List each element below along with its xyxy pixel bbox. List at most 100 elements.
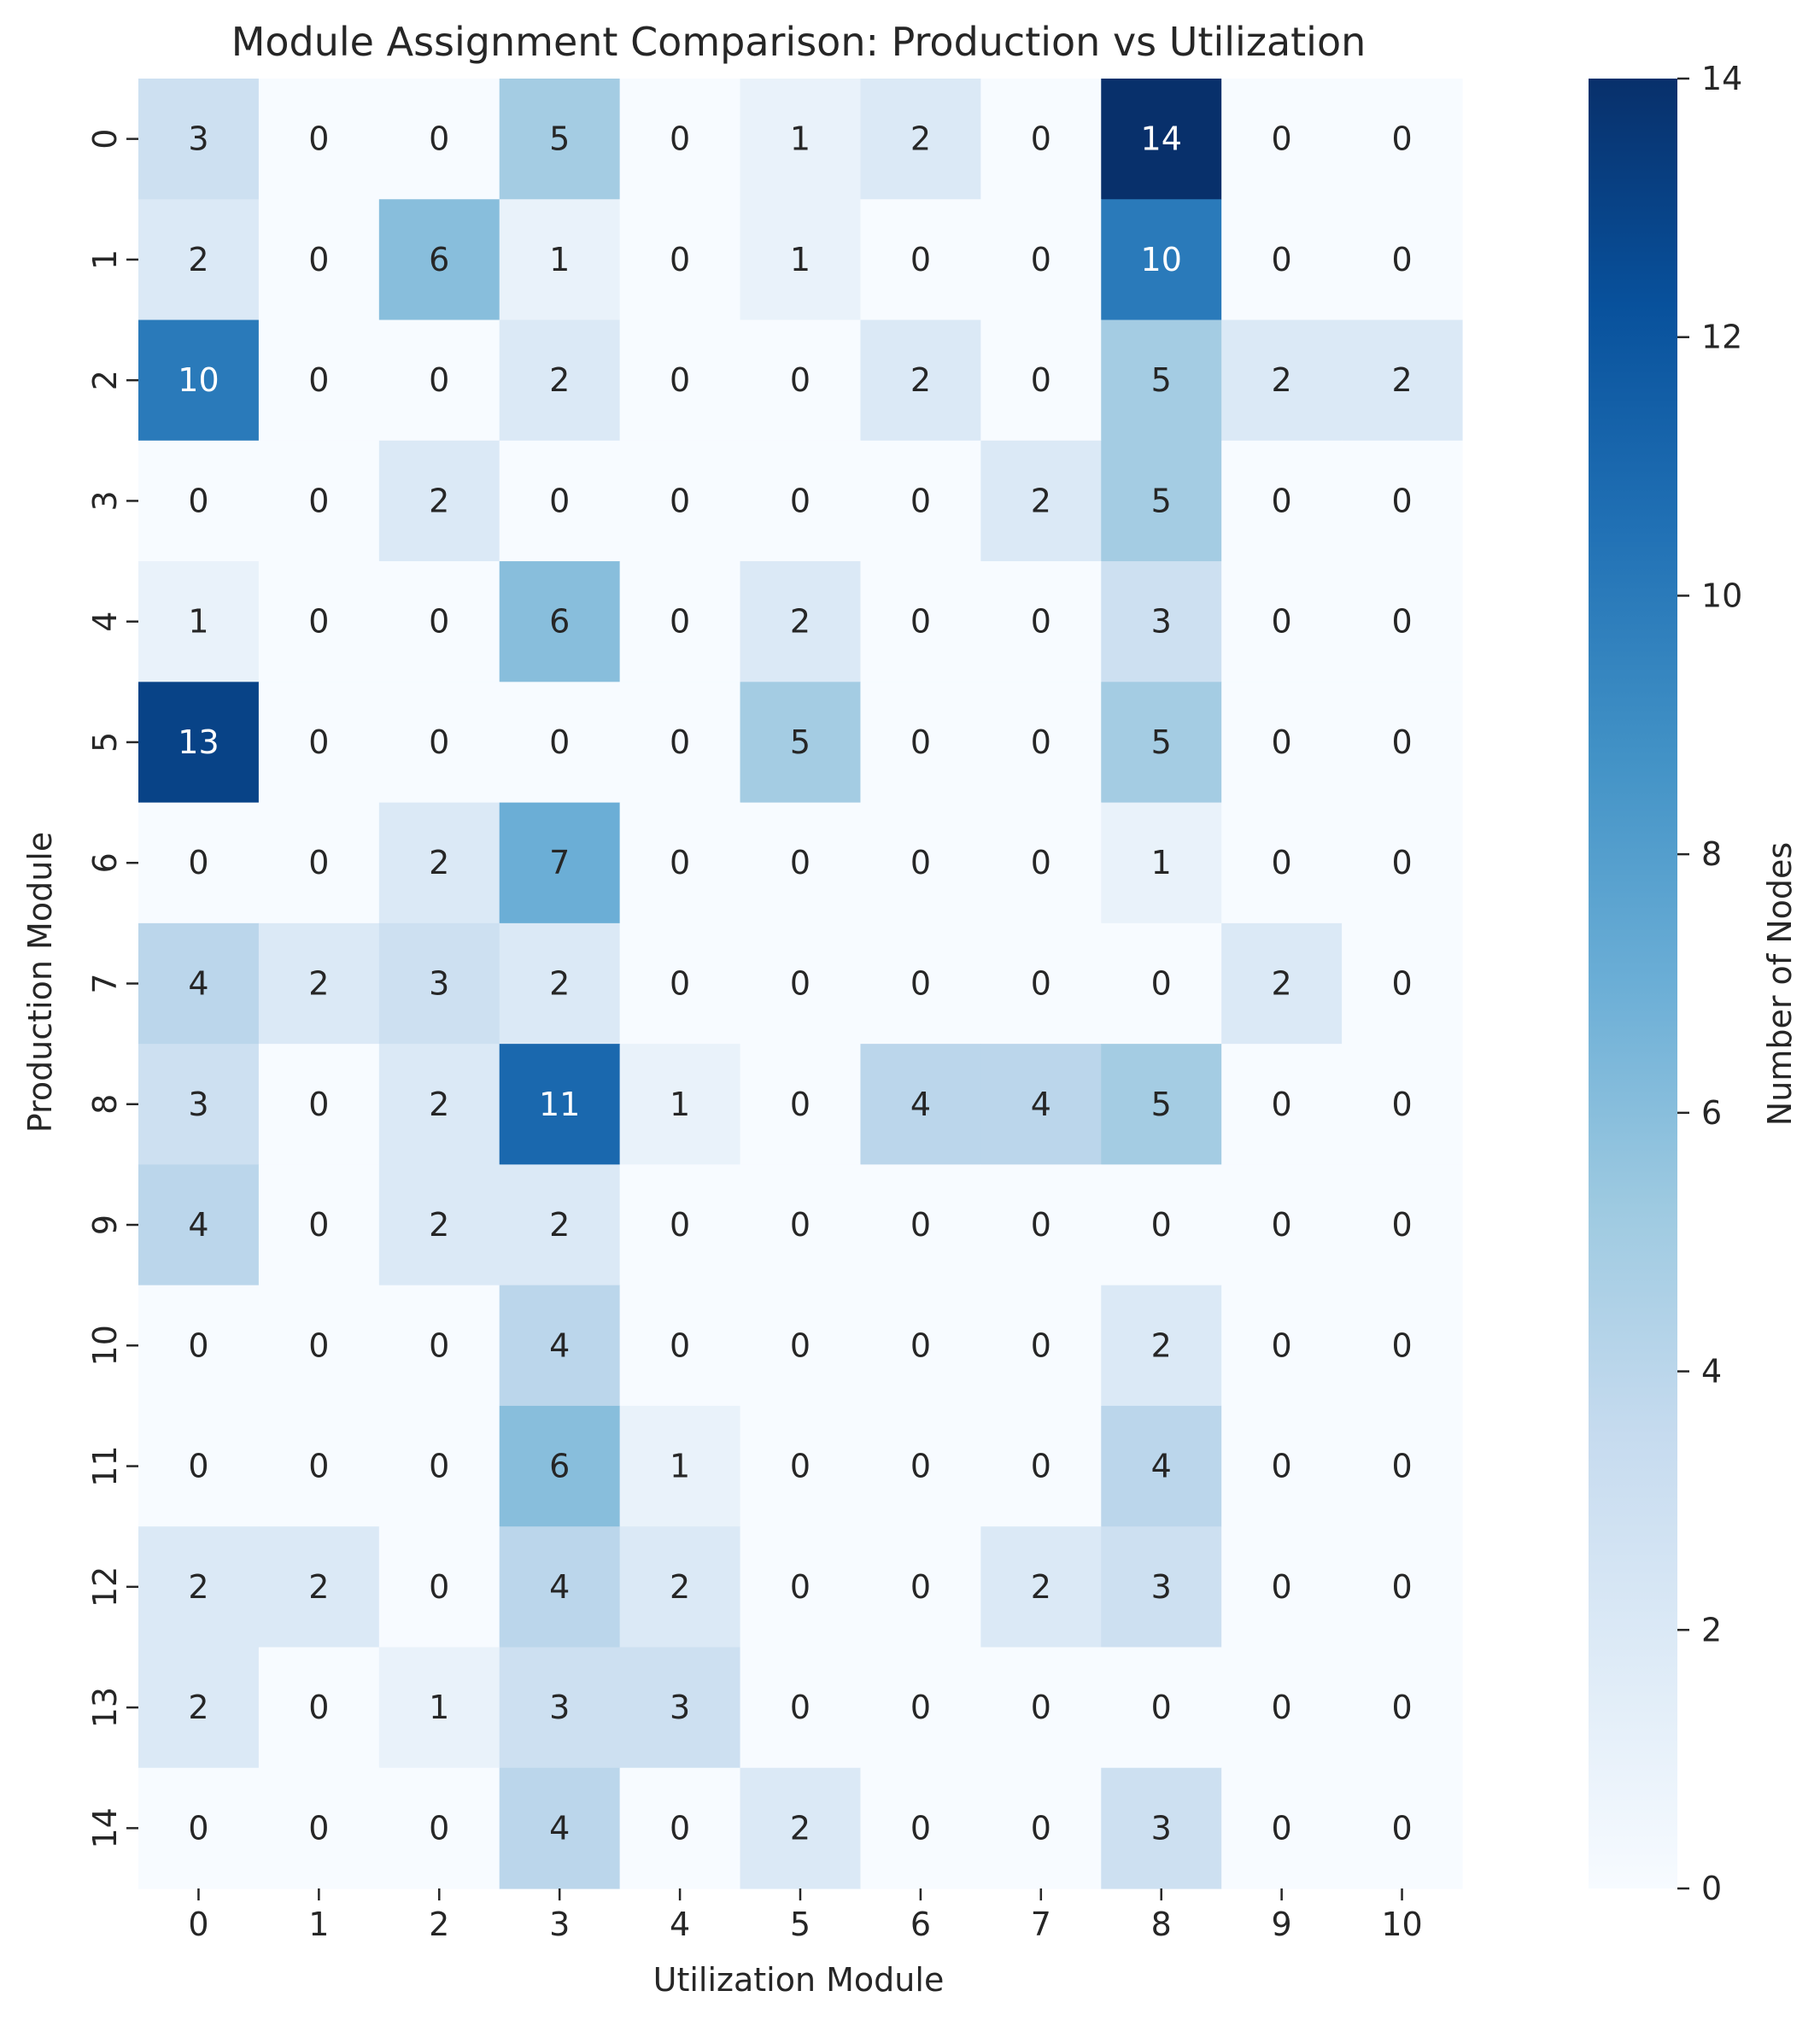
heatmap-cell xyxy=(619,1405,741,1527)
heatmap-cell xyxy=(258,1767,380,1889)
y-axis-label: Production Module xyxy=(21,832,59,1133)
cell-value-label: 0 xyxy=(790,1448,811,1485)
cell-value-label: 3 xyxy=(1151,603,1172,641)
cell-value-label: 2 xyxy=(670,1568,690,1606)
heatmap-cell xyxy=(1101,561,1222,682)
y-tick-label: 0 xyxy=(86,129,124,149)
heatmap-cell xyxy=(499,682,621,804)
heatmap-cell xyxy=(1101,79,1222,200)
colorbar-tick-label: 8 xyxy=(1701,835,1722,873)
heatmap-cell xyxy=(1342,1405,1463,1527)
cell-value-label: 2 xyxy=(429,1086,449,1123)
heatmap-cell xyxy=(619,319,741,442)
heatmap-cell xyxy=(378,1526,500,1648)
colorbar: 0 2 4 6 8 10 12 14 Number of Nodes xyxy=(1589,60,1799,1907)
cell-value-label: 4 xyxy=(549,1568,570,1606)
heatmap-cell xyxy=(619,802,741,924)
cell-value-label: 2 xyxy=(790,1809,811,1847)
heatmap-cell xyxy=(860,1044,981,1165)
heatmap-cell xyxy=(138,922,260,1045)
heatmap-cell xyxy=(860,802,981,924)
heatmap-cell xyxy=(138,802,260,924)
cell-value-label: 0 xyxy=(549,723,570,761)
heatmap-cell xyxy=(499,199,621,321)
heatmap-cells xyxy=(138,79,1463,1889)
y-tick-label: 7 xyxy=(86,973,124,993)
heatmap-cell xyxy=(138,1767,260,1889)
heatmap-cell xyxy=(619,1285,741,1407)
cell-value-label: 1 xyxy=(790,241,811,278)
cell-value-label: 0 xyxy=(1391,1568,1412,1606)
cell-value-label: 0 xyxy=(670,120,690,158)
cell-value-label: 5 xyxy=(1151,1086,1172,1123)
y-tick-label: 6 xyxy=(86,852,124,873)
cell-value-label: 4 xyxy=(188,965,208,1003)
x-tick-label: 2 xyxy=(429,1906,449,1943)
heatmap-cell xyxy=(258,922,380,1045)
colorbar-gradient xyxy=(1589,79,1677,1888)
heatmap-cell xyxy=(980,682,1102,804)
heatmap-cell xyxy=(860,199,981,321)
x-tick-label: 3 xyxy=(549,1906,570,1943)
cell-value-label: 0 xyxy=(1031,965,1051,1003)
heatmap-cell xyxy=(378,440,500,562)
cell-value-label: 0 xyxy=(1151,1689,1172,1726)
cell-value-label: 2 xyxy=(1151,1326,1172,1364)
cell-value-label: 1 xyxy=(1151,844,1172,881)
heatmap-cell xyxy=(1342,79,1463,200)
cell-value-label: 2 xyxy=(429,1206,449,1244)
cell-value-label: 0 xyxy=(308,241,329,278)
cell-value-label: 0 xyxy=(1031,723,1051,761)
x-tick-label: 10 xyxy=(1381,1906,1422,1943)
cell-value-label: 0 xyxy=(1272,1809,1292,1847)
cell-value-label: 4 xyxy=(910,1086,931,1123)
cell-value-label: 0 xyxy=(790,1206,811,1244)
cell-value-label: 5 xyxy=(549,120,570,158)
cell-value-label: 11 xyxy=(539,1086,580,1123)
cell-value-label: 0 xyxy=(670,361,690,399)
heatmap-cell xyxy=(740,79,862,200)
cell-value-label: 0 xyxy=(308,1448,329,1485)
cell-value-label: 2 xyxy=(188,241,208,278)
heatmap-cell xyxy=(1101,199,1222,321)
cell-value-label: 0 xyxy=(790,361,811,399)
cell-value-label: 0 xyxy=(308,1086,329,1123)
y-tick-label: 10 xyxy=(86,1325,124,1366)
heatmap-cell xyxy=(258,1164,380,1286)
heatmap-cell xyxy=(860,440,981,562)
cell-value-label: 0 xyxy=(429,1326,449,1364)
heatmap-cell xyxy=(378,1044,500,1165)
heatmap-cell xyxy=(378,1164,500,1286)
cell-value-label: 0 xyxy=(1031,1448,1051,1485)
cell-value-label: 0 xyxy=(308,1326,329,1364)
x-axis-label: Utilization Module xyxy=(653,1961,945,1999)
cell-value-label: 3 xyxy=(188,1086,208,1123)
heatmap-cell xyxy=(1221,1285,1343,1407)
heatmap-cell xyxy=(138,79,260,200)
heatmap-cell xyxy=(980,1767,1102,1889)
cell-value-label: 6 xyxy=(549,603,570,641)
heatmap-cell xyxy=(860,1405,981,1527)
cell-value-label: 0 xyxy=(429,1809,449,1847)
heatmap-cell xyxy=(1221,199,1343,321)
heatmap-cell xyxy=(740,199,862,321)
y-tick-label: 1 xyxy=(86,249,124,270)
cell-value-label: 7 xyxy=(549,844,570,881)
heatmap-cell xyxy=(499,319,621,442)
heatmap-cell xyxy=(499,1405,621,1527)
heatmap-cell xyxy=(980,440,1102,562)
cell-value-label: 5 xyxy=(1151,361,1172,399)
colorbar-tick-label: 14 xyxy=(1701,60,1742,97)
x-axis-ticks: 0 1 2 3 4 5 6 7 8 9 10 xyxy=(188,1888,1423,1943)
heatmap-cell xyxy=(860,1285,981,1407)
cell-value-label: 0 xyxy=(790,1086,811,1123)
cell-value-label: 0 xyxy=(188,1448,208,1485)
cell-value-label: 6 xyxy=(429,241,449,278)
cell-value-label: 5 xyxy=(790,723,811,761)
cell-value-label: 2 xyxy=(1272,361,1292,399)
cell-value-label: 1 xyxy=(429,1689,449,1726)
cell-value-label: 0 xyxy=(790,844,811,881)
y-tick-label: 14 xyxy=(86,1807,124,1848)
heatmap-cell xyxy=(980,802,1102,924)
cell-value-label: 0 xyxy=(1031,241,1051,278)
